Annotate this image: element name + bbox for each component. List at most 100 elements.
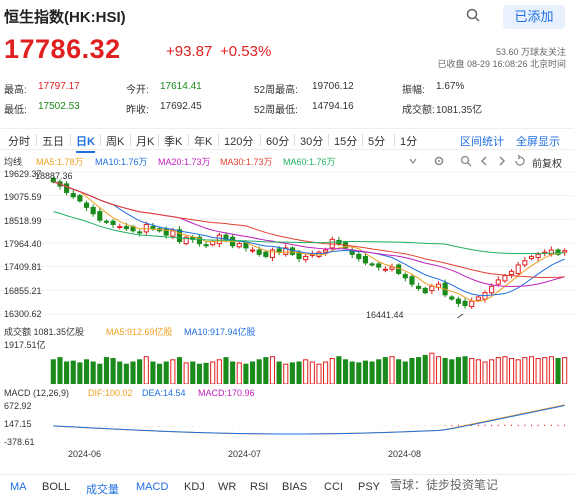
volume-bar [489,359,495,384]
indicator-tab[interactable]: KDJ [184,481,205,493]
volume-bar [316,363,322,384]
candle [455,298,461,304]
volume-bar [542,357,548,384]
indicator-tab[interactable]: 成交量 [86,484,119,496]
candle [515,264,521,275]
period-tab[interactable]: 15分 [334,136,358,148]
volume-bar [137,359,143,384]
price-axis-label: 16300.62 [4,309,42,319]
range-stats-button[interactable]: 区间统计 [460,136,504,148]
period-tab[interactable]: 季K [164,136,183,148]
volume-legend-item: MA5:912.69亿股 [106,327,173,337]
period-tab[interactable]: 五日 [42,136,64,148]
candle [123,226,129,230]
candle [535,253,541,259]
ma-line [53,181,565,288]
volume-bar [170,359,176,384]
volume-bar [117,361,123,384]
indicator-tab[interactable]: RSI [250,481,269,493]
volume-bar [256,359,262,384]
ma-legend-item: MA5:1.78万 [36,157,84,167]
candle [90,206,96,215]
candle [150,226,156,230]
adjust-mode[interactable]: 前复权 [532,159,562,170]
price-axis-label: 18518.99 [4,215,42,226]
volume-legend-label: 成交额 1081.35亿股 [4,327,85,337]
indicator-tab[interactable]: MA [10,481,27,493]
market-status: 已收盘 08-29 16:08:26 北京时间 [437,59,566,69]
ma-legend-item: MA60:1.76万 [283,157,336,167]
price-axis-label: 16855.21 [4,285,42,296]
stat-label: 昨收: [126,105,149,116]
volume-bar [548,356,554,384]
candle [276,248,282,253]
period-tab[interactable]: 月K [136,136,155,148]
stat-label: 52周最高: [254,85,298,96]
volume-bar [429,352,435,384]
fullscreen-button[interactable]: 全屏显示 [516,136,560,148]
macd-axis-label: 672.92 [4,401,32,411]
tab-divider [362,134,363,146]
candle [382,268,388,271]
add-watchlist-button[interactable]: 已添加 [503,5,565,29]
period-tab[interactable]: 周K [106,136,125,148]
date-axis-label: 2024-07 [228,449,262,459]
volume-bar [323,361,329,384]
indicator-tab[interactable]: BOLL [42,481,71,493]
period-tab[interactable]: 60分 [266,136,290,148]
price-change-percent: +0.53% [220,43,272,60]
indicator-tab[interactable]: BIAS [282,481,308,493]
indicator-tab[interactable]: MACD [136,481,169,493]
macd-chart[interactable] [0,400,574,446]
period-tab[interactable]: 年K [194,136,213,148]
tab-divider [130,134,131,146]
candle [303,255,309,261]
stat-value: 17614.41 [160,81,202,92]
volume-bar [283,363,289,384]
stat-label: 振幅: [402,85,425,96]
volume-bar [216,359,222,384]
candle [70,193,76,198]
volume-bar [349,361,355,384]
candle [489,285,495,294]
candle [402,274,408,279]
candle [508,270,515,276]
volume-bar [190,361,196,384]
price-axis-high-note: 18887.36 [35,171,73,181]
settings-icon[interactable] [433,155,445,167]
volume-bar [150,361,156,384]
indicator-tab[interactable]: PSY [358,481,381,493]
volume-bar [70,360,76,384]
period-tab[interactable]: 分时 [8,136,30,148]
reset-icon[interactable] [514,155,526,167]
tab-divider [218,134,219,146]
indicator-tab[interactable]: WR [218,481,237,493]
candle [170,230,176,237]
stat-value: 17797.17 [38,81,80,92]
period-tab[interactable]: 日K [76,133,95,153]
search-icon[interactable] [466,8,480,22]
arrow-right-icon[interactable] [496,155,508,167]
period-tab[interactable]: 1分 [400,136,418,148]
volume-bar [409,357,415,384]
candle [362,255,369,264]
volume-bar [143,356,149,384]
indicator-tab[interactable]: CCI [324,481,343,493]
period-tab[interactable]: 5分 [368,136,386,148]
candle [555,249,561,255]
tab-divider [294,134,295,146]
volume-bar [176,357,183,384]
ma-line [53,181,565,302]
chevron-down-icon[interactable] [408,156,418,166]
price-axis-label: 17409.81 [4,262,42,273]
period-tab[interactable]: 30分 [300,136,324,148]
period-tab[interactable]: 120分 [224,136,254,148]
candle [323,249,329,253]
arrow-left-icon[interactable] [478,155,490,167]
stat-value: 19706.12 [312,81,354,92]
volume-chart[interactable] [0,338,574,384]
zoom-icon[interactable] [460,155,472,167]
volume-bar [329,357,335,384]
page-title: 恒生指数(HK:HSI) [4,9,126,26]
candlestick-chart[interactable] [0,168,574,318]
